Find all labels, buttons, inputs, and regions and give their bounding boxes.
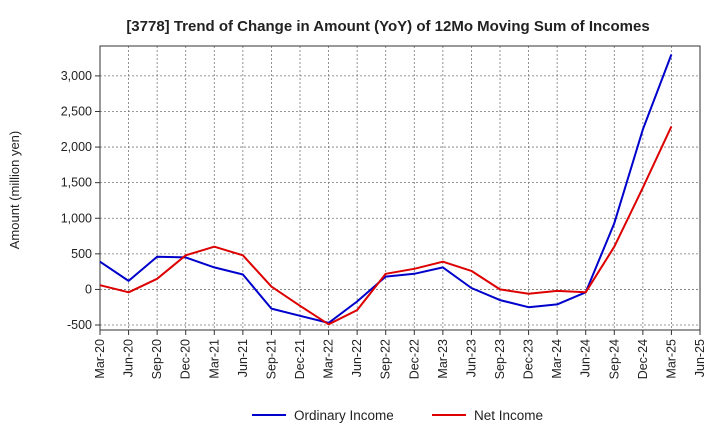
x-tick-label: Sep-24 — [607, 339, 621, 379]
x-tick-label: Jun-21 — [236, 339, 250, 377]
y-tick-label: 2,500 — [61, 104, 92, 118]
x-tick-label: Dec-23 — [522, 339, 536, 379]
plot-frame — [99, 45, 701, 331]
y-tick-label: 0 — [85, 282, 92, 296]
x-tick-label: Mar-24 — [550, 339, 564, 379]
x-tick-label: Mar-21 — [207, 339, 221, 379]
x-tick-label: Dec-20 — [179, 339, 193, 379]
x-tick-label: Jun-20 — [122, 339, 136, 377]
x-tick-label: Mar-22 — [322, 339, 336, 379]
x-tick-label: Jun-25 — [693, 339, 707, 377]
x-tick-label: Dec-24 — [636, 339, 650, 379]
x-tick-label: Mar-20 — [93, 339, 107, 379]
series-line-2 — [99, 125, 673, 326]
y-tick-label: 2,000 — [61, 140, 92, 154]
y-tick-label: -500 — [67, 318, 92, 332]
y-tick-label: 3,000 — [61, 69, 92, 83]
plot-grid — [100, 46, 700, 330]
x-tick-label: Sep-22 — [379, 339, 393, 379]
legend-label-2: Net Income — [474, 408, 543, 423]
x-tick-label: Jun-22 — [350, 339, 364, 377]
x-tick-label: Sep-23 — [493, 339, 507, 379]
x-tick-label: Sep-21 — [264, 339, 278, 379]
x-tick-label: Jun-23 — [464, 339, 478, 377]
x-axis-ticks: Mar-20 Jun-20 Sep-20 Dec-20 Mar-21 Jun-21 Sep-… — [93, 330, 707, 379]
y-tick-label: 500 — [71, 247, 92, 261]
x-tick-label: Jun-24 — [579, 339, 593, 377]
y-axis-label: Amount (million yen) — [7, 131, 22, 250]
x-tick-label: Sep-20 — [150, 339, 164, 379]
y-tick-label: 1,500 — [61, 176, 92, 190]
series-line-1 — [99, 54, 673, 324]
x-tick-label: Dec-21 — [293, 339, 307, 379]
x-tick-label: Dec-22 — [407, 339, 421, 379]
y-axis-ticks: -500 0 500 1,000 1,500 2,000 2,500 3,000 — [61, 69, 100, 332]
x-tick-label: Mar-23 — [436, 339, 450, 379]
chart-title: [3778] Trend of Change in Amount (YoY) o… — [126, 18, 649, 35]
x-tick-label: Mar-25 — [664, 339, 678, 379]
y-tick-label: 1,000 — [61, 211, 92, 225]
series-lines — [99, 54, 673, 326]
legend: Ordinary Income Net Income — [252, 408, 543, 423]
legend-label-1: Ordinary Income — [294, 408, 394, 423]
